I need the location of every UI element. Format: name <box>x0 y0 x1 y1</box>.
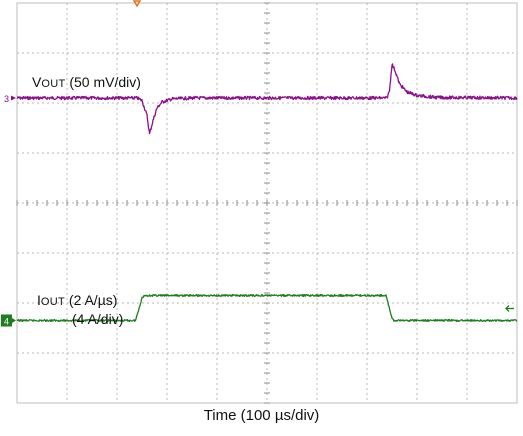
channel-markers: 34 <box>1 94 514 327</box>
time-axis-label: Time (100 µs/div) <box>203 407 320 424</box>
iout-label: IOUT (2 A/µs) <box>37 292 118 308</box>
traces <box>16 63 518 323</box>
reference-arrow-head <box>505 305 510 312</box>
channel-4-marker-box <box>1 314 12 327</box>
channel-3-arrow-icon <box>11 95 16 101</box>
channel-3-marker-label: 3 <box>4 94 9 104</box>
trigger-marker <box>132 0 142 8</box>
vout-label: VOUT (50 mV/div) <box>32 74 141 90</box>
channel-4-arrow-icon <box>12 318 16 323</box>
trace-ch4 <box>16 293 518 323</box>
channel-4-marker-label: 4 <box>4 317 9 327</box>
trace-ch3 <box>16 63 518 135</box>
scope-grid <box>16 2 518 404</box>
iout-scale-label: (4 A/div) <box>72 311 124 327</box>
